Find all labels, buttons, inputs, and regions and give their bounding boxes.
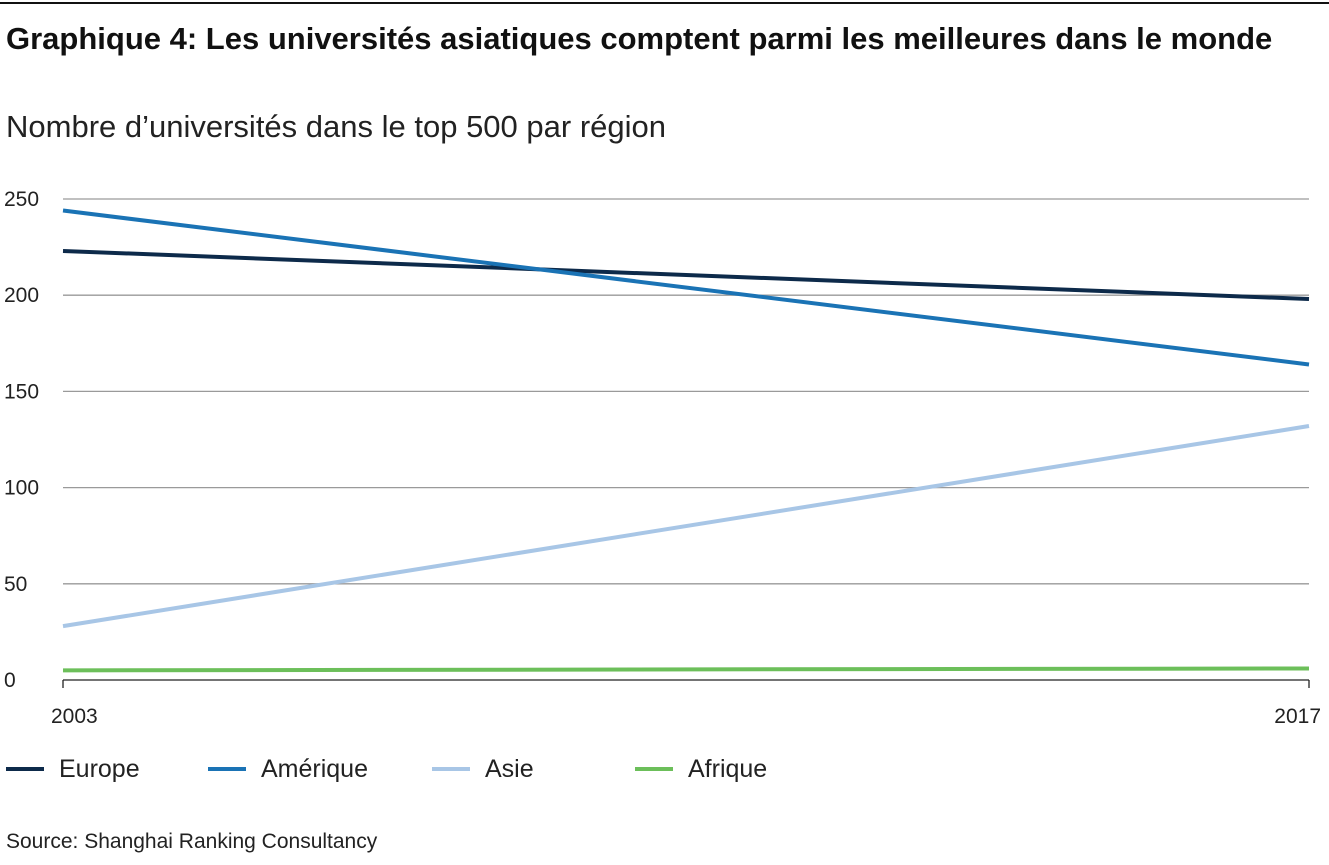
y-tick-label-100: 100 bbox=[4, 477, 39, 500]
y-tick-label-50: 50 bbox=[4, 573, 27, 596]
legend-swatch-amerique bbox=[208, 767, 246, 771]
legend-label-afrique: Afrique bbox=[688, 754, 768, 783]
y-tick-label-200: 200 bbox=[4, 284, 39, 307]
legend-label-europe: Europe bbox=[59, 754, 140, 783]
legend-item-afrique: Afrique bbox=[635, 752, 767, 786]
legend-label-asie: Asie bbox=[485, 754, 534, 783]
legend-label-amerique: Amérique bbox=[261, 754, 368, 783]
chart-subtitle: Nombre d’universités dans le top 500 par… bbox=[6, 109, 666, 144]
legend-swatch-europe bbox=[6, 767, 44, 771]
top-rule bbox=[0, 2, 1329, 4]
series-line-asie bbox=[62, 424, 1310, 629]
chart-legend: Europe Amérique Asie Afrique bbox=[0, 752, 1329, 786]
legend-item-amerique: Amérique bbox=[208, 752, 368, 786]
series-line-europe bbox=[62, 248, 1310, 302]
legend-swatch-asie bbox=[432, 767, 470, 771]
legend-item-europe: Europe bbox=[6, 752, 140, 786]
y-tick-label-250: 250 bbox=[4, 188, 39, 211]
x-tick-label-2017: 2017 bbox=[1274, 705, 1321, 728]
x-tick-label-2003: 2003 bbox=[51, 705, 98, 728]
series-line-afrique bbox=[62, 666, 1310, 673]
chart-title: Graphique 4: Les universités asiatiques … bbox=[6, 21, 1273, 56]
y-tick-label-0: 0 bbox=[4, 669, 16, 692]
line-chart: 0 50 100 150 200 250 2003 2017 bbox=[4, 188, 1321, 728]
series-line-amerique bbox=[62, 208, 1310, 367]
source-note: Source: Shanghai Ranking Consultancy bbox=[6, 830, 378, 853]
legend-swatch-afrique bbox=[635, 767, 673, 771]
legend-item-asie: Asie bbox=[432, 752, 534, 786]
y-tick-label-150: 150 bbox=[4, 380, 39, 403]
